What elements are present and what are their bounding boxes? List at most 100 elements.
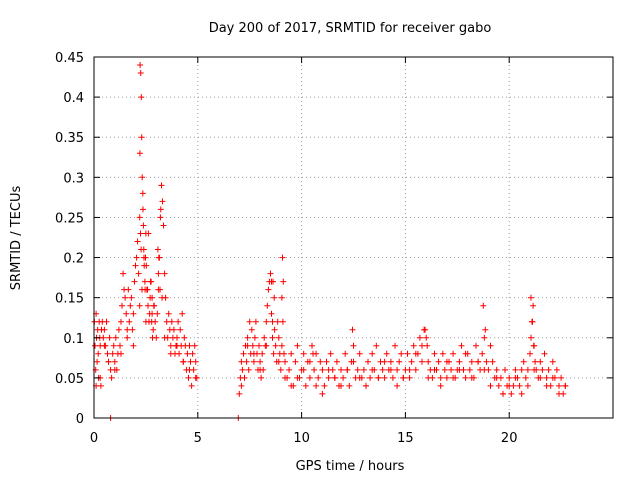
data-point xyxy=(468,358,475,365)
data-point xyxy=(350,342,357,349)
data-point xyxy=(140,222,147,229)
data-point xyxy=(95,350,102,357)
data-point xyxy=(363,382,369,389)
data-point xyxy=(286,366,293,373)
data-point xyxy=(346,382,353,389)
data-point xyxy=(448,366,455,373)
data-point xyxy=(387,358,394,365)
data-point xyxy=(189,350,196,357)
data-point xyxy=(144,286,151,293)
data-point xyxy=(468,374,475,381)
data-point xyxy=(528,334,534,341)
data-point xyxy=(270,278,276,285)
data-point xyxy=(500,390,506,397)
data-point xyxy=(133,254,140,261)
data-point xyxy=(138,246,145,253)
x-axis-label: GPS time / hours xyxy=(296,459,405,474)
y-tick-label: 0.05 xyxy=(55,372,84,387)
data-point xyxy=(277,366,284,373)
data-point xyxy=(545,366,552,373)
data-point xyxy=(406,374,413,381)
data-point xyxy=(373,342,380,349)
data-point xyxy=(278,342,285,349)
data-point xyxy=(252,318,259,325)
data-point xyxy=(111,358,118,365)
data-point xyxy=(174,334,180,341)
data-point xyxy=(379,366,386,373)
data-point xyxy=(462,374,469,381)
data-point xyxy=(177,326,184,333)
data-point xyxy=(306,374,313,381)
data-point xyxy=(482,326,489,333)
data-point xyxy=(109,350,116,357)
data-point xyxy=(473,342,479,349)
data-point xyxy=(145,230,152,237)
data-point xyxy=(410,342,417,349)
data-point xyxy=(300,366,307,373)
data-point xyxy=(191,342,198,349)
data-point xyxy=(506,382,513,389)
data-point xyxy=(493,366,500,373)
data-point xyxy=(170,326,177,333)
data-point xyxy=(319,366,326,373)
data-point xyxy=(400,374,407,381)
data-point xyxy=(148,318,155,325)
data-point xyxy=(154,310,161,317)
data-point xyxy=(141,278,148,285)
grid xyxy=(94,57,613,418)
data-point xyxy=(274,318,281,325)
data-point xyxy=(243,358,250,365)
data-point xyxy=(425,358,432,365)
data-point xyxy=(150,302,157,309)
data-point xyxy=(558,374,565,381)
data-point xyxy=(138,94,145,101)
y-axis-label: SRMTID / TECUs xyxy=(9,186,24,291)
data-point xyxy=(529,318,536,325)
data-point xyxy=(124,334,131,341)
data-point xyxy=(141,254,147,261)
data-point xyxy=(387,366,394,373)
data-point xyxy=(139,190,146,197)
data-point xyxy=(342,350,349,357)
data-point xyxy=(240,350,247,357)
data-point xyxy=(146,310,153,317)
data-point xyxy=(122,294,129,301)
data-point xyxy=(111,366,118,373)
data-point xyxy=(321,382,328,389)
data-point xyxy=(556,390,562,397)
data-point xyxy=(270,350,277,357)
data-point xyxy=(375,374,382,381)
data-point xyxy=(527,350,533,357)
data-point xyxy=(239,366,246,373)
data-point xyxy=(493,374,500,381)
data-point xyxy=(163,318,170,325)
plot-frame xyxy=(93,56,614,419)
data-point xyxy=(480,302,487,309)
data-point xyxy=(279,254,286,261)
data-point xyxy=(325,366,332,373)
data-point xyxy=(192,358,199,365)
data-point xyxy=(251,334,258,341)
data-point xyxy=(338,366,344,373)
data-point xyxy=(264,302,271,309)
data-point xyxy=(419,342,425,349)
data-point xyxy=(350,358,357,365)
data-point xyxy=(161,270,168,277)
data-point xyxy=(160,222,167,229)
data-point xyxy=(104,350,111,357)
data-point xyxy=(381,374,388,381)
data-point xyxy=(313,382,320,389)
data-point xyxy=(256,342,262,349)
data-point xyxy=(541,350,548,357)
data-point xyxy=(238,358,245,365)
data-point xyxy=(147,278,154,285)
data-point xyxy=(157,206,164,213)
y-tick-label: 0 xyxy=(76,412,84,427)
data-point xyxy=(543,382,550,389)
data-point xyxy=(140,206,146,213)
data-point xyxy=(186,366,193,373)
data-point xyxy=(502,366,508,373)
data-point xyxy=(238,382,245,389)
data-point xyxy=(489,358,496,365)
data-point xyxy=(118,350,124,357)
